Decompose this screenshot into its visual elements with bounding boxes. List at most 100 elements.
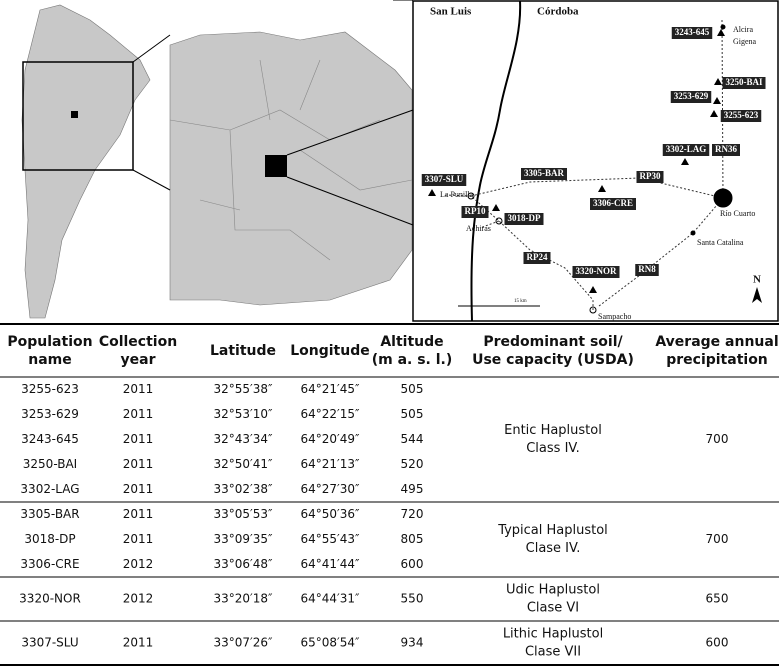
place-label: Sampacho	[598, 312, 631, 321]
region-label: Córdoba	[537, 6, 579, 18]
place-label: Achiras	[466, 224, 491, 233]
connector	[132, 34, 171, 63]
cell: 2011	[123, 636, 154, 650]
precipitation-cell: 650	[706, 592, 729, 606]
cell: 720	[401, 507, 424, 521]
cell: 3320-NOR	[19, 592, 81, 606]
population-label-box	[720, 110, 762, 122]
population-label: 3250-BAI	[725, 77, 762, 87]
population-label: 3253-629	[674, 91, 709, 101]
map-figure	[21, 0, 779, 322]
column-header: Collection	[99, 334, 177, 350]
cell: 3253-629	[21, 407, 79, 421]
population-label: 3307-SLU	[425, 174, 464, 184]
cell: 64°27′30″	[300, 482, 360, 496]
cell: 3306-CRE	[20, 557, 79, 571]
cell: 520	[401, 457, 424, 471]
cell: 3255-623	[21, 382, 79, 396]
cell: 32°43′34″	[213, 432, 273, 446]
place-label: Río Cuarto	[720, 209, 755, 218]
inset-box	[22, 61, 134, 171]
site-marker	[714, 78, 722, 85]
population-label-box	[421, 174, 467, 186]
road-label-box	[712, 144, 740, 156]
precipitation-cell: 600	[706, 636, 729, 650]
cell: 65°08′54″	[300, 636, 360, 650]
place-label: Santa Catalina	[697, 238, 744, 247]
province-shape	[169, 31, 413, 306]
column-header: name	[28, 352, 72, 368]
cell: 2011	[123, 382, 154, 396]
river	[470, 0, 522, 322]
road-label: RN8	[638, 264, 656, 274]
north-label: N	[753, 274, 761, 286]
cell: 3307-SLU	[21, 636, 78, 650]
column-header: Population	[7, 334, 92, 350]
road-label: RP24	[527, 252, 548, 262]
cell: 64°50′36″	[300, 507, 360, 521]
cell: 2012	[123, 557, 154, 571]
north-arrow	[752, 287, 762, 303]
cell: 3243-645	[21, 432, 79, 446]
site-marker	[598, 185, 606, 192]
cell: 32°50′41″	[213, 457, 273, 471]
column-header: Use capacity (USDA)	[472, 352, 634, 368]
road-label: RN36	[715, 144, 737, 154]
column-header: Altitude	[380, 334, 443, 350]
population-label: 3305-BAR	[524, 168, 564, 178]
cell: 2011	[123, 532, 154, 546]
population-label-box	[670, 91, 712, 103]
cell: 505	[401, 382, 424, 396]
connector	[132, 169, 171, 191]
precipitation-cell: 700	[706, 532, 729, 546]
country-shape	[21, 4, 151, 319]
roads	[444, 19, 724, 310]
cell: 64°21′13″	[300, 457, 360, 471]
cell: 805	[401, 532, 424, 546]
cell: 64°55′43″	[300, 532, 360, 546]
cell: 2012	[123, 592, 154, 606]
cell: 33°07′26″	[213, 636, 273, 650]
column-header: Average annual	[655, 334, 778, 350]
road-label-box	[523, 252, 551, 264]
place-label: La Punilla	[440, 190, 474, 199]
cell: 33°20′18″	[213, 592, 273, 606]
column-header: Predominant soil/	[483, 334, 623, 350]
population-label: 3306-CRE	[593, 198, 633, 208]
soil-cell: Typical Haplustol	[497, 523, 608, 538]
road-label: RP10	[465, 206, 486, 216]
population-label-box	[671, 27, 713, 39]
population-label-box	[504, 213, 544, 225]
place-label: Gigena	[733, 37, 757, 46]
soil-cell: Entic Haplustol	[504, 423, 602, 438]
column-header: Longitude	[290, 343, 370, 359]
town	[713, 188, 733, 208]
town	[467, 192, 475, 200]
population-label: 3320-NOR	[576, 266, 617, 276]
column-header: year	[121, 352, 156, 368]
cell: 2011	[123, 432, 154, 446]
cell: 33°09′35″	[213, 532, 273, 546]
cell: 64°41′44″	[300, 557, 360, 571]
soil-cell: Clase IV.	[526, 541, 581, 556]
cell: 64°21′45″	[300, 382, 360, 396]
cell: 33°06′48″	[213, 557, 273, 571]
road-label-box	[635, 264, 659, 276]
site-marker	[717, 29, 725, 36]
soil-cell: Udic Haplustol	[506, 583, 600, 598]
region-label: San Luis	[430, 6, 472, 18]
cell: 64°44′31″	[300, 592, 360, 606]
cell: 934	[401, 636, 424, 650]
town	[495, 217, 503, 225]
road-label-box	[461, 206, 489, 218]
cell: 3250-BAI	[23, 457, 77, 471]
population-label: 3018-DP	[508, 213, 541, 223]
town	[720, 24, 726, 30]
precipitation-cell: 700	[706, 432, 729, 446]
soil-cell: Clase VII	[525, 645, 581, 660]
department-lines	[169, 59, 413, 261]
table	[0, 323, 779, 378]
population-label: 3255-623	[724, 110, 759, 120]
cell: 2011	[123, 407, 154, 421]
